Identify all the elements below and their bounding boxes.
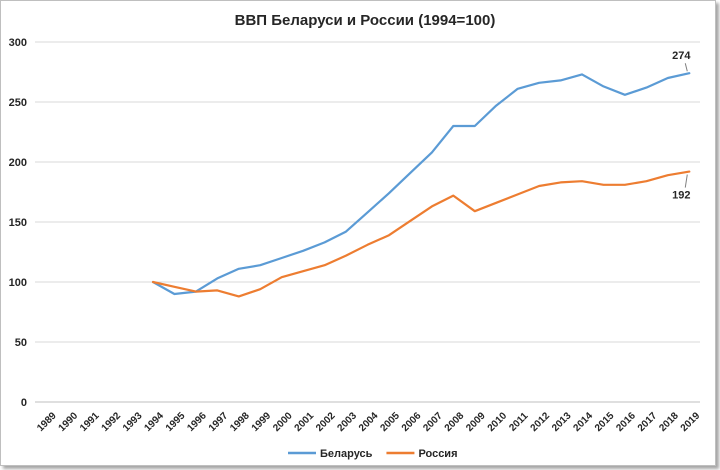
- x-tick-label: 2013: [550, 410, 574, 434]
- x-tick-label: 2015: [593, 410, 617, 434]
- y-tick-label: 0: [21, 397, 27, 409]
- x-tick-label: 1997: [207, 410, 231, 434]
- series-lines: [151, 72, 691, 298]
- x-tick-label: 1995: [164, 410, 188, 434]
- x-tick-label: 1998: [228, 410, 252, 434]
- data-labels: 274 192: [672, 50, 691, 201]
- x-tick-label: 1992: [100, 410, 124, 434]
- x-tick-label: 2004: [357, 410, 381, 434]
- x-tick-label: 2002: [314, 410, 338, 434]
- gridlines: [35, 41, 700, 403]
- y-tick-label: 200: [9, 157, 27, 169]
- x-tick-label: 2001: [293, 410, 317, 434]
- x-tick-label: 1991: [78, 410, 102, 434]
- x-tick-label: 2000: [271, 410, 295, 434]
- y-axis-ticks: 0 50 100 150 200 250 300: [9, 37, 27, 409]
- series-line-belarus: [151, 72, 691, 296]
- x-tick-label: 2017: [636, 410, 660, 434]
- x-tick-label: 2012: [529, 410, 553, 434]
- x-tick-label: 1989: [35, 410, 59, 434]
- y-tick-label: 300: [9, 37, 27, 49]
- x-tick-label: 2016: [614, 410, 638, 434]
- x-tick-label: 2003: [336, 410, 360, 434]
- legend: Беларусь Россия: [288, 448, 458, 460]
- x-tick-label: 1993: [121, 410, 145, 434]
- chart-title: ВВП Беларуси и России (1994=100): [235, 12, 496, 29]
- y-tick-label: 100: [9, 277, 27, 289]
- x-tick-label: 2011: [507, 410, 530, 433]
- legend-label-russia: Россия: [418, 448, 457, 460]
- x-tick-label: 1994: [142, 410, 166, 434]
- y-tick-label: 150: [9, 217, 27, 229]
- x-tick-label: 2006: [400, 410, 424, 434]
- y-tick-label: 250: [9, 97, 27, 109]
- x-tick-label: 2018: [657, 410, 681, 434]
- x-tick-label: 1999: [250, 410, 274, 434]
- y-tick-label: 50: [15, 337, 27, 349]
- x-tick-label: 2005: [378, 410, 402, 434]
- x-tick-label: 2014: [571, 410, 595, 434]
- series-line-russia: [151, 170, 691, 298]
- x-tick-label: 1996: [185, 410, 209, 434]
- x-tick-label: 1990: [57, 410, 81, 434]
- x-tick-label: 2007: [421, 410, 445, 434]
- x-tick-label: 2010: [486, 410, 510, 434]
- legend-label-belarus: Беларусь: [320, 448, 373, 460]
- x-tick-label: 2009: [464, 410, 488, 434]
- x-axis-ticks: 1989199019911992199319941995199619971998…: [35, 410, 702, 434]
- data-label-end: 274: [672, 50, 691, 62]
- data-label-end: 192: [672, 190, 690, 202]
- x-tick-label: 2019: [679, 410, 703, 434]
- data-label-leader: [684, 63, 688, 72]
- data-label-leader: [684, 174, 688, 188]
- x-tick-label: 2008: [443, 410, 467, 434]
